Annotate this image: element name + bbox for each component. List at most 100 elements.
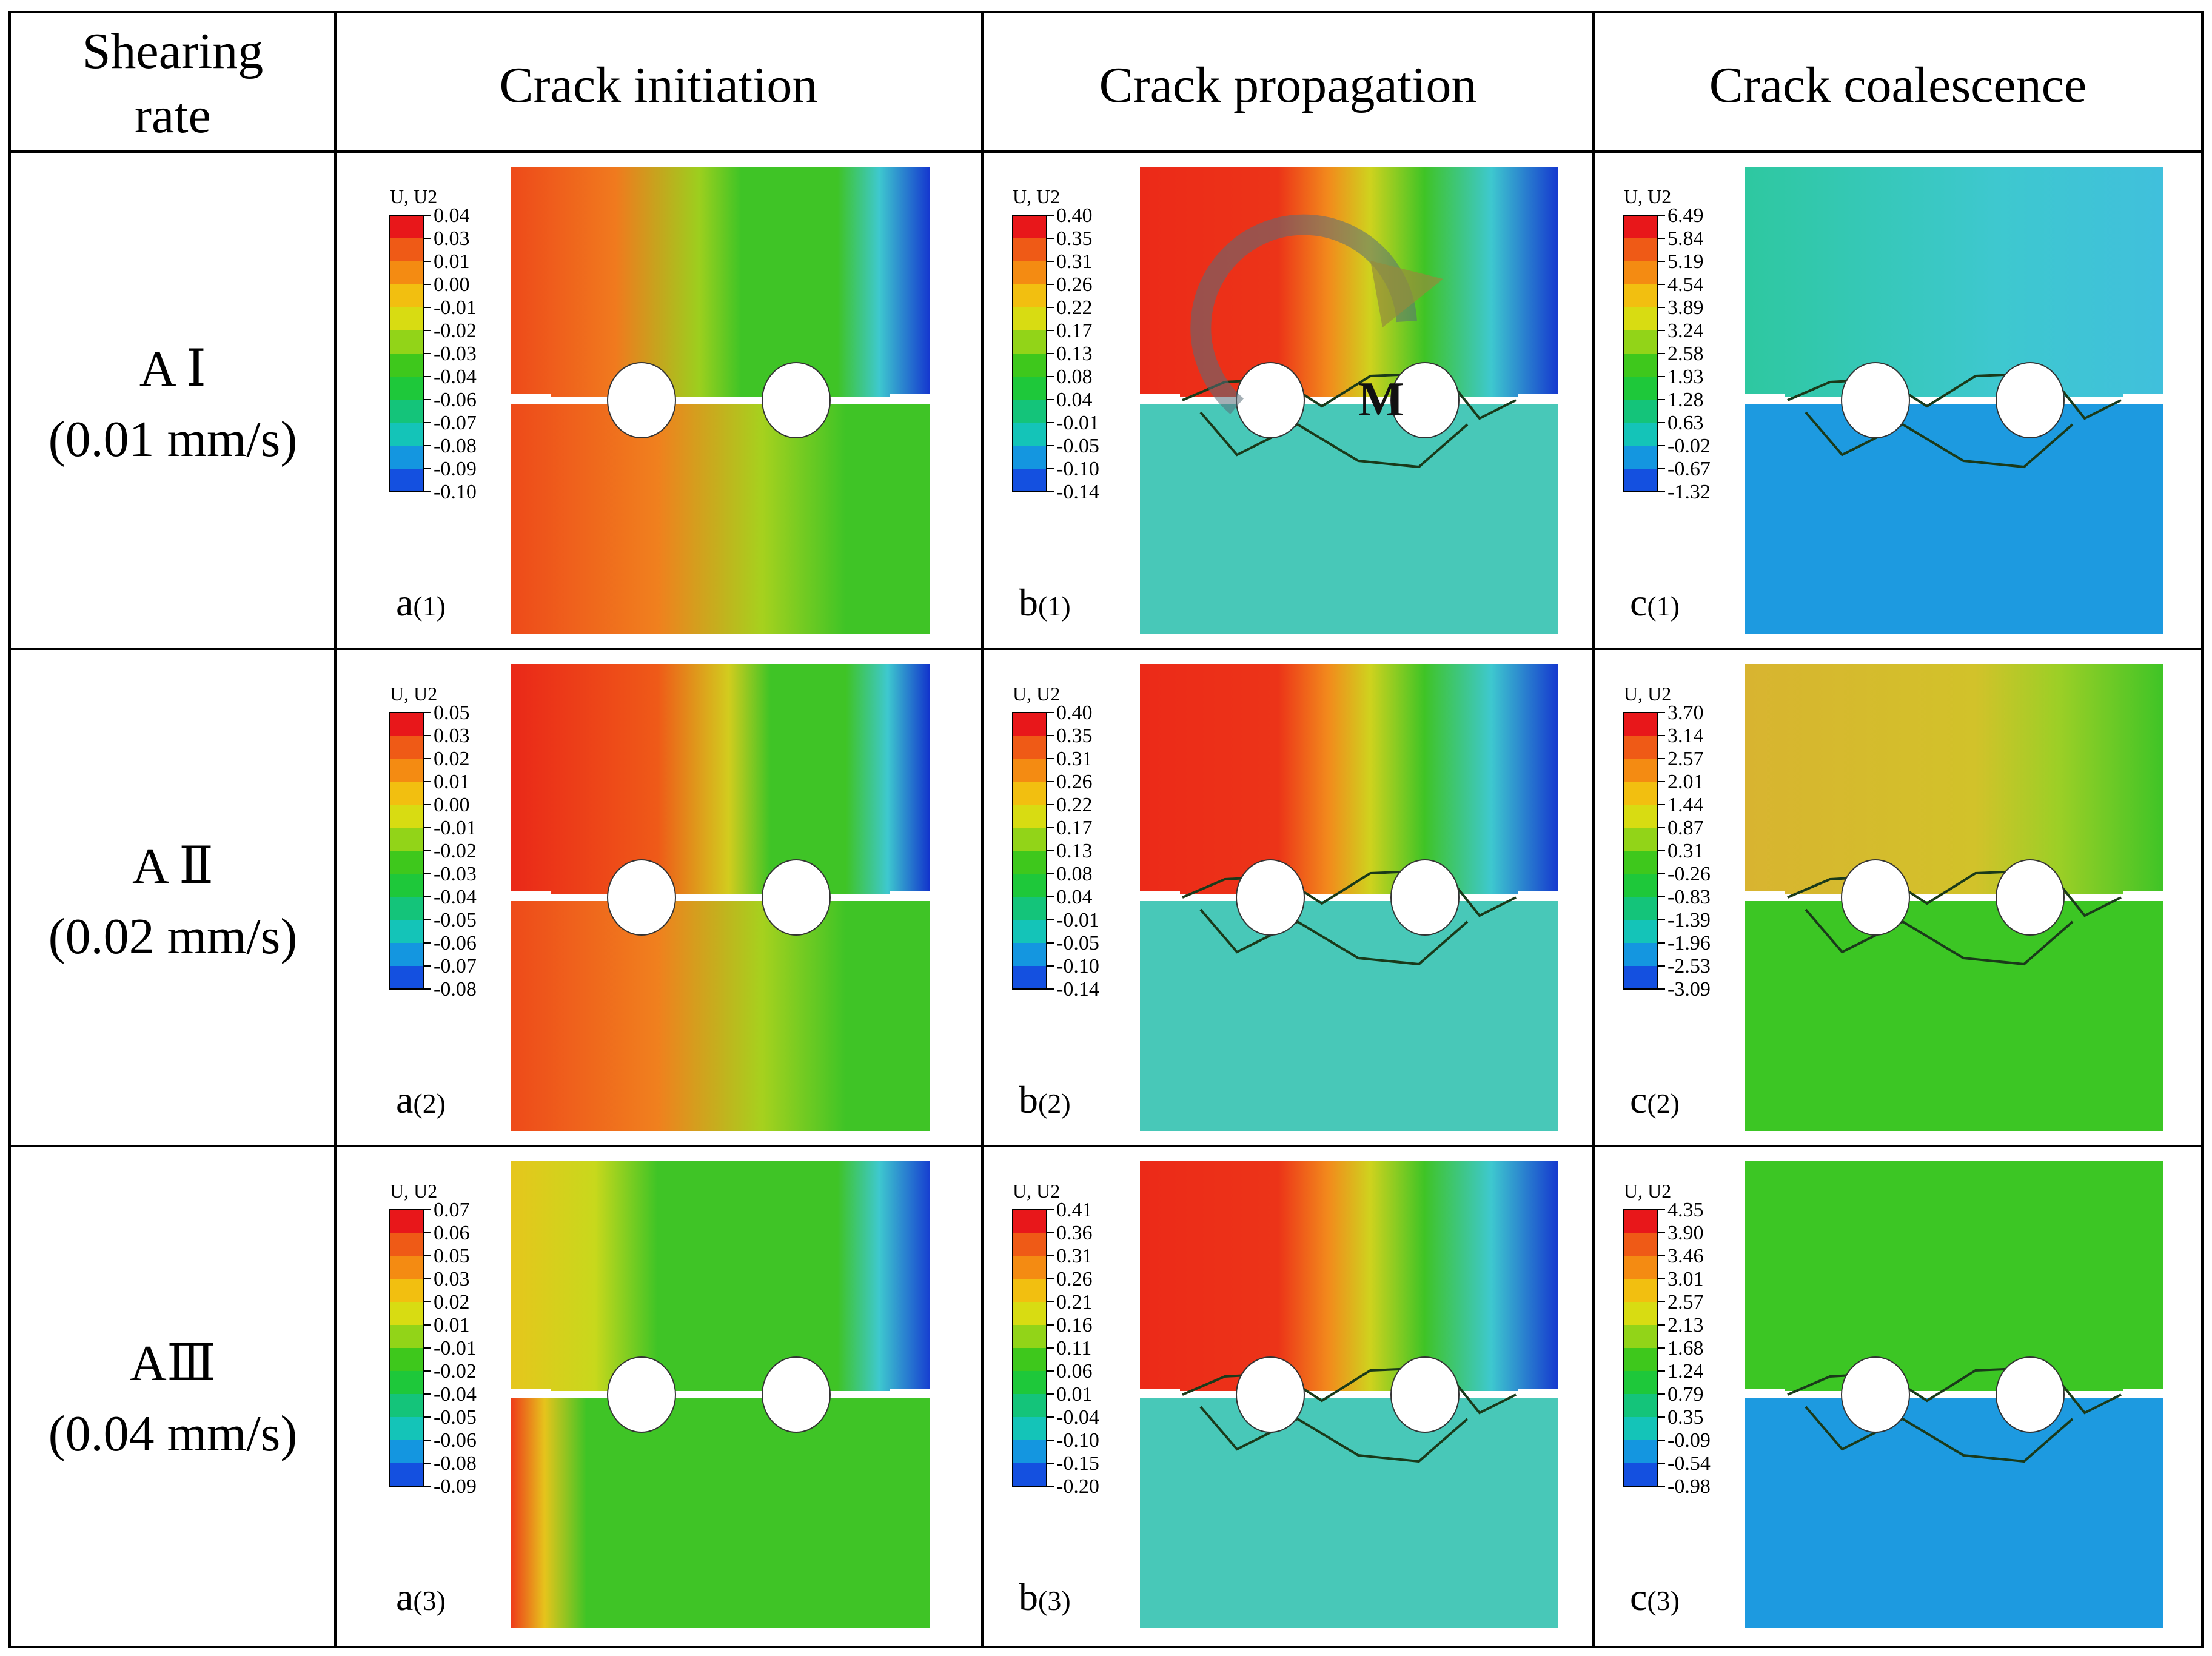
legend-swatch [1013,782,1047,805]
specimen-lower [511,901,930,1131]
legend-swatch [1624,423,1658,446]
legend-swatch [390,966,424,989]
legend-value: -0.83 [1667,886,1711,908]
crack-path-lower [1805,1406,2074,1463]
legend-swatch [1624,1417,1658,1440]
legend-value: -0.10 [1056,955,1099,977]
panel-c2: U, U23.703.142.572.011.440.870.31-0.26-0… [1623,664,2167,1131]
legend-swatch [1624,1210,1658,1233]
legend-value: -3.09 [1667,978,1711,1001]
legend-swatch [1013,1440,1047,1463]
legend-swatch [1624,736,1658,759]
legend-swatch [1013,828,1047,851]
moment-arrow-arc [1190,214,1417,414]
legend-value: 4.35 [1667,1199,1704,1221]
legend-swatch [1013,874,1047,897]
contour-panels: U, U20.040.030.010.00-0.01-0.02-0.03-0.0… [389,167,2167,1628]
legend-swatch [390,377,424,400]
legend-swatch [390,920,424,943]
legend-swatch [390,284,424,307]
panel-a1: U, U20.040.030.010.00-0.01-0.02-0.03-0.0… [389,167,933,634]
crack-path [1787,371,2122,420]
specimen-lower [1745,404,2163,634]
legend-swatch [390,238,424,261]
legend-value: -1.32 [1667,481,1711,503]
legend-value: 0.00 [434,794,470,816]
legend-swatch [390,851,424,874]
legend-value: -0.54 [1667,1452,1711,1475]
legend-value: 1.44 [1667,794,1704,816]
legend-swatch [1624,330,1658,354]
legend-value: -0.10 [434,481,477,503]
legend-swatch [390,874,424,897]
legend-value: 0.04 [1056,886,1093,908]
legend-value: 0.03 [434,227,470,250]
legend-value: 2.01 [1667,771,1704,793]
legend-swatch [1624,712,1658,736]
specimen-lower [511,1398,930,1628]
legend-swatch [390,330,424,354]
legend-swatch [390,215,424,238]
legend-swatch [1624,1279,1658,1302]
hole-right [1996,1356,2065,1433]
legend-value: 0.07 [434,1199,470,1221]
legend-swatch [1624,805,1658,828]
legend-value: 0.36 [1056,1222,1093,1244]
notch-left [1136,394,1180,401]
panel-label: c(1) [1630,581,1680,624]
legend-title: U, U2 [1013,1180,1060,1202]
notch-left [1741,891,1785,899]
notch-left [508,1389,551,1396]
moment-label: M [1358,373,1404,426]
legend-value: -0.01 [434,297,477,319]
legend-value: 0.01 [1056,1383,1093,1406]
legend-value: 0.17 [1056,817,1093,839]
legend-title: U, U2 [1624,186,1671,207]
legend-swatch [1013,238,1047,261]
legend-swatch [1624,1325,1658,1348]
legend-value: -0.05 [1056,435,1099,457]
hole-left [1236,859,1305,936]
legend-value: 0.26 [1056,273,1093,296]
legend-swatch [1624,377,1658,400]
legend-value: 0.41 [1056,1199,1093,1221]
legend-value: 1.24 [1667,1360,1704,1383]
panel-label: a(3) [396,1575,446,1618]
legend-value: -0.02 [434,320,477,342]
legend-swatch [1013,215,1047,238]
legend-swatch [1013,1417,1047,1440]
legend-value: 2.57 [1667,748,1704,770]
legend-title: U, U2 [1624,683,1671,705]
legend-swatch [1013,1233,1047,1256]
legend-value: 5.19 [1667,250,1704,273]
specimen-upper [511,167,930,397]
legend-value: 3.24 [1667,320,1704,342]
legend-swatch [1013,1348,1047,1371]
notch-right [890,891,933,899]
legend-title: U, U2 [390,1180,437,1202]
legend-value: 0.35 [1056,227,1093,250]
legend-value: 2.58 [1667,343,1704,365]
legend-swatch [1013,943,1047,966]
hole-right [762,859,831,936]
notch-left [1741,394,1785,401]
specimen-lower [1140,404,1558,634]
legend-value: -0.10 [1056,1429,1099,1452]
legend-swatch [1624,943,1658,966]
legend-swatch [390,1256,424,1279]
legend-swatch [1624,966,1658,989]
legend-value: 0.05 [434,702,470,724]
legend-value: -0.01 [1056,909,1099,931]
legend-swatch [1624,920,1658,943]
legend-value: 0.13 [1056,343,1093,365]
legend-value: 0.21 [1056,1291,1093,1313]
legend-swatch [390,1348,424,1371]
legend-swatch [1624,284,1658,307]
specimen-lower [1745,1398,2163,1628]
notch-right [890,1389,933,1396]
crack-path [1182,868,1517,917]
panel-label: a(1) [396,581,446,624]
legend-swatch [1624,1233,1658,1256]
notch-left [1741,1389,1785,1396]
